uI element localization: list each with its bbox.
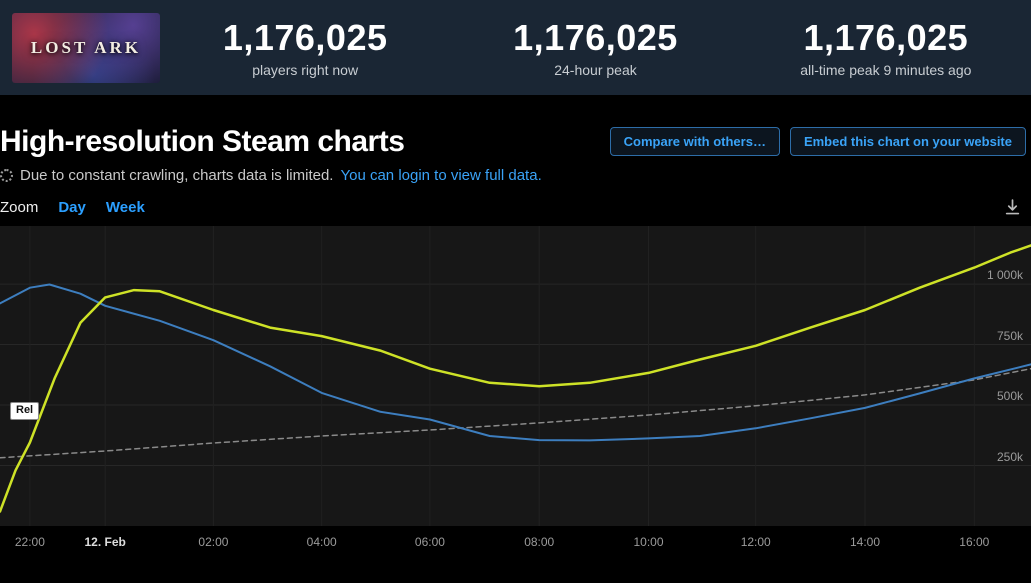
player-stats: 1,176,025 players right now 1,176,025 24… [160, 17, 1031, 78]
x-tick-label: 12. Feb [84, 535, 126, 549]
stat-current-players: 1,176,025 players right now [160, 17, 450, 78]
x-tick-label: 12:00 [740, 535, 771, 549]
title-row: High-resolution Steam charts Compare wit… [0, 125, 1031, 158]
x-tick-label: 02:00 [198, 535, 229, 549]
chart-canvas[interactable] [0, 226, 1031, 526]
x-tick-label: 22:00 [14, 535, 45, 549]
zoom-label: Zoom [0, 199, 39, 216]
stat-value: 1,176,025 [803, 17, 969, 58]
app-header: LOST ARK 1,176,025 players right now 1,1… [0, 0, 1031, 95]
stat-value: 1,176,025 [222, 17, 388, 58]
player-count-chart[interactable]: 250k 500k 750k 1 000k Rel [0, 226, 1031, 526]
x-axis-labels: 22:00 12. Feb 02:00 04:00 06:00 08:00 10:00 12:… [0, 532, 1031, 562]
x-tick-label: 04:00 [306, 535, 337, 549]
game-capsule-art [12, 12, 160, 83]
x-tick-label: 14:00 [849, 535, 881, 549]
release-flag: Rel [10, 402, 40, 420]
game-capsule-image[interactable]: LOST ARK [12, 12, 160, 83]
stat-label: players right now [252, 62, 359, 78]
stat-label: 24-hour peak [554, 62, 637, 78]
limited-data-notice: Due to constant crawling, charts data is… [0, 167, 1031, 184]
zoom-controls: Zoom Day Week [0, 199, 1031, 216]
x-tick-label: 08:00 [524, 535, 555, 549]
game-logo-text: LOST ARK [30, 37, 142, 57]
stat-value: 1,176,025 [513, 17, 678, 58]
compare-button[interactable]: Compare with others… [609, 127, 780, 156]
notice-text: Due to constant crawling, charts data is… [20, 167, 334, 184]
zoom-week-button[interactable]: Week [105, 199, 145, 216]
zoom-day-button[interactable]: Day [58, 199, 86, 216]
stat-label: all-time peak 9 minutes ago [800, 62, 972, 78]
stat-24h-peak: 1,176,025 24-hour peak [450, 17, 740, 78]
stat-alltime-peak: 1,176,025 all-time peak 9 minutes ago [741, 17, 1031, 78]
dashed-circle-icon [0, 169, 13, 182]
embed-button[interactable]: Embed this chart on your website [789, 127, 1026, 156]
login-link[interactable]: You can login to view full data. [340, 167, 542, 184]
chart-actions: Compare with others… Embed this chart on… [609, 127, 1026, 156]
x-tick-label: 06:00 [414, 535, 445, 549]
charts-section: High-resolution Steam charts Compare wit… [0, 125, 1031, 562]
page-title: High-resolution Steam charts [0, 125, 405, 158]
download-icon[interactable] [1004, 199, 1021, 216]
x-tick-label: 10:00 [633, 535, 664, 549]
x-tick-label: 16:00 [959, 535, 990, 549]
